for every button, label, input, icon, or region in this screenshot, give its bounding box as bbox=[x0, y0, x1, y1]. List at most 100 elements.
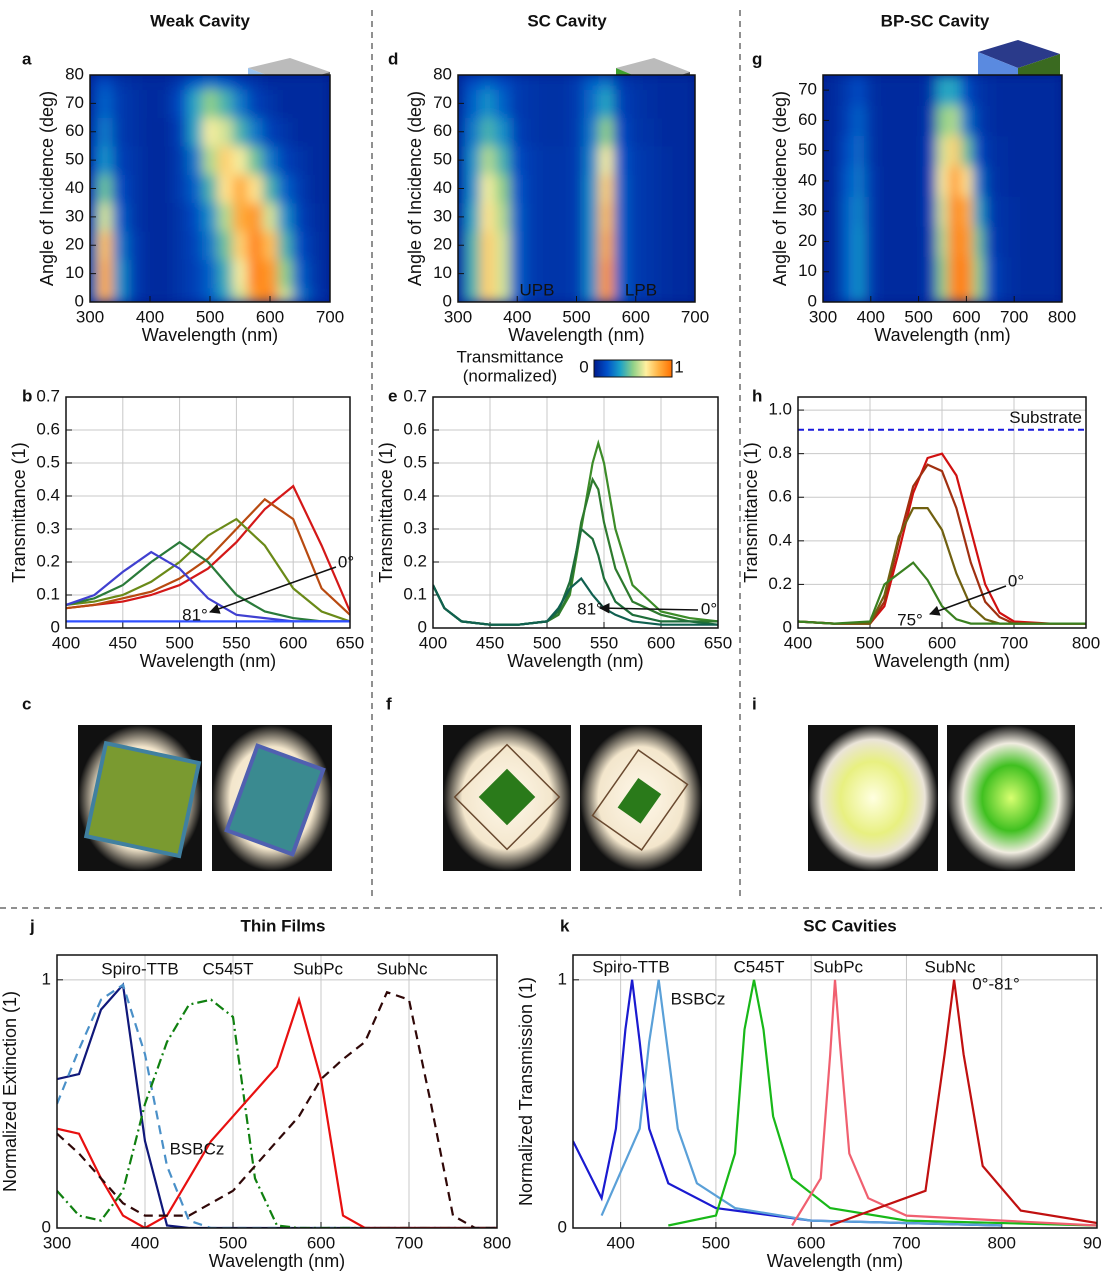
heatmap-cell bbox=[657, 202, 674, 232]
plot-bg bbox=[57, 955, 497, 1228]
heatmap-cell bbox=[687, 89, 695, 119]
series-line bbox=[791, 979, 1097, 1227]
heatmap-cell bbox=[583, 231, 600, 260]
heatmap-cell bbox=[900, 226, 914, 258]
annotation: 0° bbox=[1008, 571, 1024, 590]
heatmap-cell bbox=[569, 145, 585, 175]
heatmap-cell bbox=[643, 117, 659, 147]
heatmap-cell bbox=[524, 231, 540, 260]
heatmap-cell bbox=[465, 202, 481, 232]
heatmap-cell bbox=[960, 75, 973, 106]
heatmap-cell bbox=[598, 174, 615, 204]
y-tick-label: 30 bbox=[65, 206, 84, 225]
heatmap-cell bbox=[465, 287, 481, 302]
heatmap-cell bbox=[127, 145, 143, 175]
heatmap-cell bbox=[539, 117, 555, 147]
x-tick-label: 500 bbox=[219, 1233, 247, 1252]
heatmap-cell bbox=[1056, 286, 1062, 302]
heatmap-cell bbox=[912, 105, 926, 137]
heatmap-cell bbox=[307, 75, 323, 90]
heatmap-cell bbox=[1032, 226, 1045, 258]
heatmap-cell bbox=[643, 287, 659, 302]
heatmap-cell bbox=[876, 165, 890, 197]
heatmap-cell bbox=[495, 117, 511, 147]
heatmap-cell bbox=[972, 226, 985, 258]
heatmap-cell bbox=[864, 165, 878, 197]
heatmap-cell bbox=[458, 287, 466, 302]
chart-title: BP-SC Cavity bbox=[881, 11, 990, 30]
plot-frame bbox=[89, 74, 331, 303]
y-tick-label: 1 bbox=[558, 969, 567, 988]
y-tick-label: 0.6 bbox=[768, 487, 792, 506]
y-tick-label: 0.3 bbox=[403, 518, 427, 537]
y-tick-label: 0.4 bbox=[403, 485, 427, 504]
heatmap-cell bbox=[936, 75, 949, 106]
heatmap-cell bbox=[948, 105, 961, 137]
heatmap-cell bbox=[307, 89, 323, 119]
heatmap-cell bbox=[480, 259, 496, 289]
heatmap-cell bbox=[583, 117, 600, 147]
heatmap-cell bbox=[172, 117, 188, 147]
heatmap-cell bbox=[840, 165, 854, 197]
heatmap-cell bbox=[1044, 226, 1057, 258]
y-tick-label: 80 bbox=[433, 64, 452, 83]
heatmap-cell bbox=[172, 89, 188, 119]
lines bbox=[57, 982, 497, 1228]
heatmap-cell bbox=[1032, 196, 1045, 227]
heatmap-cell bbox=[509, 117, 526, 147]
heatmap-cell bbox=[657, 89, 674, 119]
heatmap-cell bbox=[996, 256, 1009, 288]
heatmap-cell bbox=[142, 202, 158, 232]
heatmap-cell bbox=[972, 105, 985, 137]
heatmap-cell bbox=[187, 117, 203, 147]
y-tick-label: 0 bbox=[418, 617, 427, 636]
photo bbox=[78, 725, 332, 871]
heatmap-cell bbox=[840, 256, 854, 288]
y-tick-label: 0.2 bbox=[403, 551, 427, 570]
y-tick-label: 0.5 bbox=[36, 452, 60, 471]
heatmap-cell bbox=[539, 174, 555, 204]
series-line bbox=[57, 998, 497, 1228]
heatmap-cell bbox=[613, 287, 629, 302]
heatmap-cell bbox=[322, 202, 330, 232]
heatmap-cell bbox=[539, 202, 555, 232]
x-tick-label: 500 bbox=[562, 307, 590, 326]
x-axis-label: Wavelength (nm) bbox=[209, 1251, 345, 1271]
heatmap-cell bbox=[247, 117, 263, 147]
x-tick-label: 550 bbox=[222, 633, 250, 652]
chart-title: SC Cavity bbox=[527, 11, 607, 30]
heatmap-cell bbox=[157, 202, 173, 232]
lines bbox=[573, 979, 1097, 1227]
y-axis-label: Angle of Incidence (deg) bbox=[37, 91, 57, 286]
heatmap-cell bbox=[465, 174, 481, 204]
heatmap-cell bbox=[217, 231, 233, 260]
y-axis-label: Transmittance (1) bbox=[376, 442, 396, 582]
heatmap-cell bbox=[202, 287, 218, 302]
heatmap-cell bbox=[583, 89, 600, 119]
colorbar bbox=[593, 359, 673, 378]
heatmap-cell bbox=[322, 117, 330, 147]
heatmap-cell bbox=[840, 105, 854, 137]
series-label: Spiro-TTB bbox=[592, 957, 669, 976]
y-tick-label: 0.3 bbox=[36, 518, 60, 537]
heatmap-cell bbox=[495, 259, 511, 289]
x-tick-label: 500 bbox=[904, 307, 932, 326]
heatmap-cell bbox=[247, 89, 263, 119]
heatmap-cell bbox=[277, 231, 293, 260]
y-tick-label: 20 bbox=[798, 231, 817, 250]
heatmap-cell bbox=[996, 226, 1009, 258]
heatmap-cell bbox=[232, 145, 248, 175]
heatmap-cell bbox=[232, 202, 248, 232]
heatmap-cell bbox=[852, 286, 866, 302]
x-tick-label: 700 bbox=[316, 307, 344, 326]
heatmap-cell bbox=[864, 256, 878, 288]
heatmap-cell bbox=[936, 286, 949, 302]
heatmap-cell bbox=[292, 117, 308, 147]
heatmap-cell bbox=[598, 259, 615, 289]
heatmap-cell bbox=[852, 226, 866, 258]
heatmap-cell bbox=[112, 89, 128, 119]
heatmap-cell bbox=[840, 135, 854, 167]
heatmap-cell bbox=[157, 145, 173, 175]
heatmap-cell bbox=[876, 256, 890, 288]
